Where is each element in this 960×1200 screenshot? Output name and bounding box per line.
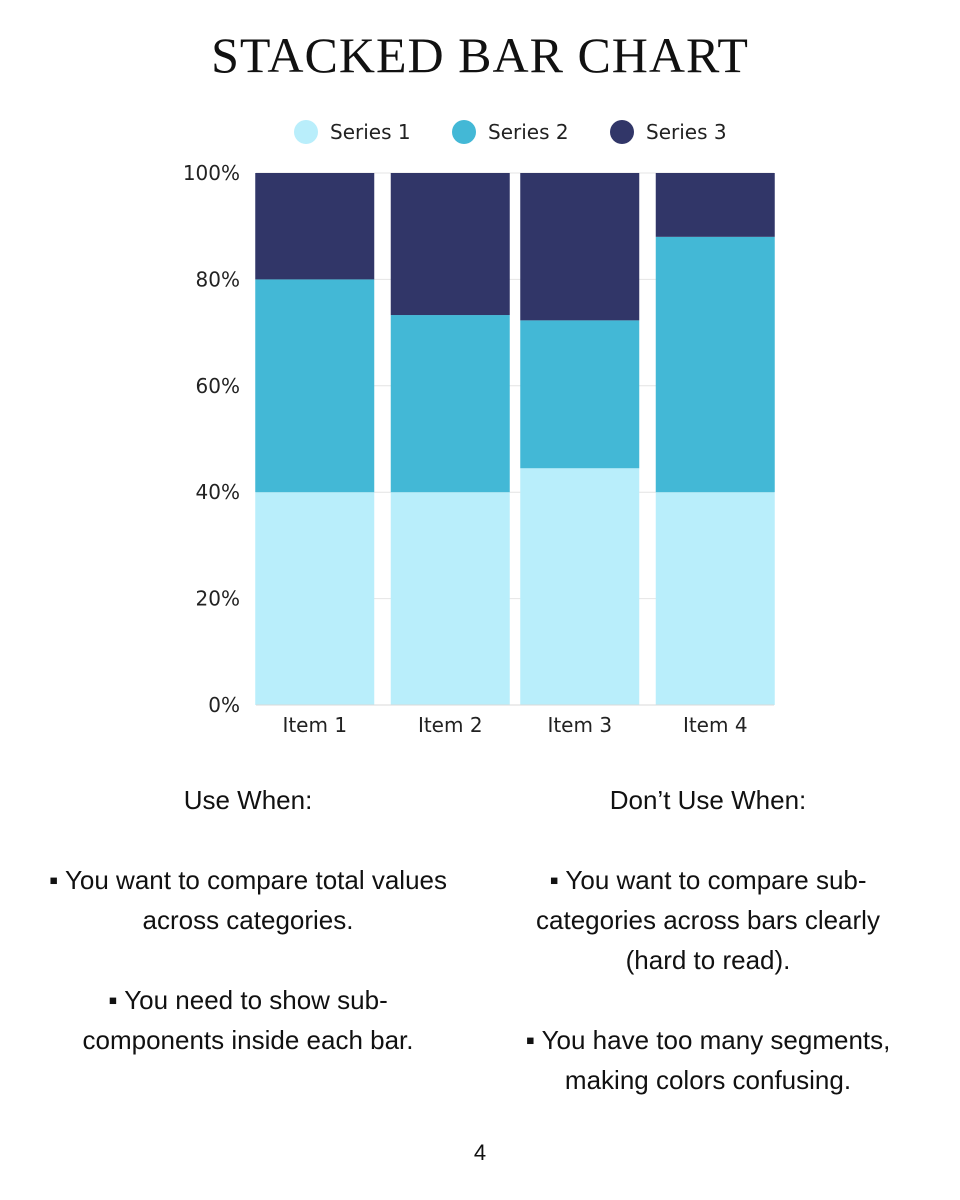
- bar-item-2-series-3: [390, 173, 510, 316]
- legend-item-series-2: Series 2: [452, 116, 569, 148]
- page-title: STACKED BAR CHART: [211, 27, 749, 83]
- use-when-item-1: ▪ You want to compare total values acros…: [48, 865, 448, 935]
- y-tick-label-0: 0%: [208, 693, 240, 717]
- stacked-bar-chart: 0% 20% 40% 60% 80% 100% Item 1 Item 2 Item 3 Item…: [183, 161, 775, 737]
- legend-swatch-series-2: [452, 120, 476, 144]
- y-tick-label-5: 100%: [183, 161, 240, 185]
- dont-use-when-heading: Don’t Use When:: [609, 785, 807, 815]
- bar-item-4-series-1: [655, 492, 775, 705]
- x-tick-label-2: Item 2: [418, 713, 483, 737]
- chart-legend: Series 1 Series 2 Series 3: [0, 116, 960, 148]
- dont-use-when-item-2: ▪ You have too many segments, making col…: [525, 1025, 891, 1095]
- bar-item-1-series-1: [255, 492, 375, 705]
- bar-item-3-series-1: [520, 468, 640, 705]
- y-tick-label-1: 20%: [196, 587, 240, 611]
- legend-label-series-1: Series 1: [330, 120, 411, 144]
- bar-item-3-series-2: [520, 320, 640, 469]
- bar-item-3-series-3: [520, 173, 640, 321]
- x-tick-label-4: Item 4: [683, 713, 748, 737]
- y-tick-label-2: 40%: [196, 480, 240, 504]
- bar-item-2-series-2: [390, 315, 510, 493]
- legend-label-series-2: Series 2: [488, 120, 569, 144]
- use-when-heading: Use When:: [183, 785, 313, 815]
- legend-item-series-3: Series 3: [610, 116, 727, 148]
- bar-item-4-series-3: [655, 173, 775, 237]
- legend-label-series-3: Series 3: [646, 120, 727, 144]
- bar-item-1-series-2: [255, 279, 375, 493]
- x-tick-label-1: Item 1: [282, 713, 347, 737]
- use-when-section: Use When: ▪ You want to compare total va…: [48, 780, 448, 1100]
- bar-item-1-series-3: [255, 173, 375, 280]
- page-number: 4: [473, 1140, 487, 1165]
- dont-use-when-item-1: ▪ You want to compare sub-categories acr…: [536, 865, 880, 975]
- dont-use-when-section: Don’t Use When: ▪ You want to compare su…: [508, 780, 908, 1140]
- bar-item-2-series-1: [390, 492, 510, 705]
- legend-swatch-series-3: [610, 120, 634, 144]
- y-tick-label-4: 80%: [196, 267, 240, 291]
- x-tick-label-3: Item 3: [547, 713, 612, 737]
- legend-item-series-1: Series 1: [294, 116, 411, 148]
- use-when-item-2: ▪ You need to show sub-components inside…: [82, 985, 414, 1055]
- bar-item-4-series-2: [655, 236, 775, 493]
- legend-swatch-series-1: [294, 120, 318, 144]
- y-tick-label-3: 60%: [196, 374, 240, 398]
